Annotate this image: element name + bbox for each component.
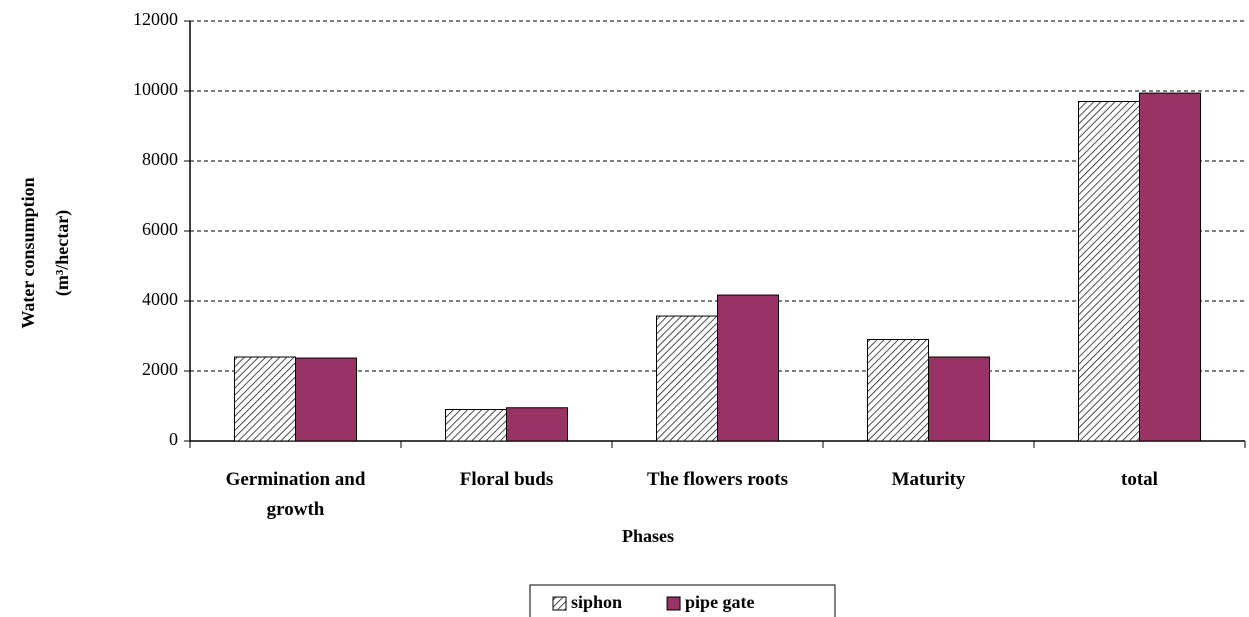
bar xyxy=(445,409,507,442)
y-axis-label: (m³/hectar) xyxy=(52,210,73,296)
y-tick-label: 10000 xyxy=(133,79,178,99)
y-tick-label: 12000 xyxy=(133,9,178,29)
bar xyxy=(928,356,990,442)
bar xyxy=(295,357,357,442)
x-tick-label: Floral buds xyxy=(459,469,554,490)
x-tick-label: Maturity xyxy=(891,469,966,490)
y-tick-label: 6000 xyxy=(142,219,178,239)
y-axis-label: Water consumption xyxy=(18,177,38,328)
bar xyxy=(717,294,779,442)
x-tick-label: Germination and growth xyxy=(225,469,366,520)
y-tick-label: 8000 xyxy=(142,149,178,169)
x-tick-label: total xyxy=(1121,469,1158,490)
y-tick-label: 0 xyxy=(169,429,178,449)
bar xyxy=(656,315,718,442)
bar xyxy=(867,339,929,442)
legend-box xyxy=(529,584,836,617)
legend-label: pipe gate xyxy=(685,592,755,612)
bar xyxy=(1078,101,1140,442)
bar xyxy=(234,356,296,442)
bar xyxy=(1139,92,1201,442)
x-axis-label: Phases xyxy=(622,526,674,546)
bar xyxy=(506,407,568,442)
y-tick-label: 4000 xyxy=(142,289,178,309)
legend-swatch xyxy=(552,596,567,611)
y-tick-label: 2000 xyxy=(142,359,178,379)
legend-label: siphon xyxy=(571,592,622,612)
x-tick-label: The flowers roots xyxy=(646,469,789,490)
legend-swatch xyxy=(666,596,681,611)
